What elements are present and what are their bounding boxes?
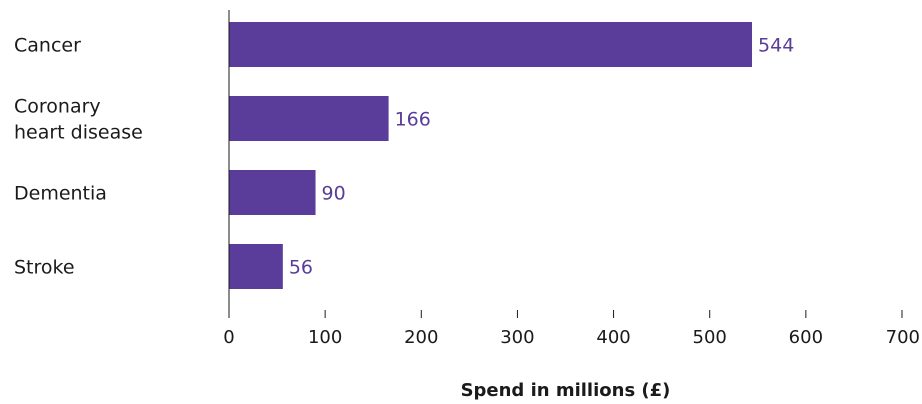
x-tick-label-3: 300 <box>500 327 534 348</box>
category-label-2: Dementia <box>14 183 107 205</box>
x-tick-label-0: 0 <box>223 327 234 348</box>
value-label-3: 56 <box>289 257 313 279</box>
value-label-2: 90 <box>322 183 346 205</box>
category-label-0: Cancer <box>14 35 81 57</box>
bar-0 <box>229 22 753 67</box>
x-axis-title: Spend in millions (£) <box>461 380 671 401</box>
value-label-0: 544 <box>758 35 794 57</box>
bar-1 <box>229 96 389 141</box>
value-label-1: 166 <box>395 109 431 131</box>
category-labels: Cancer Coronary heart disease Dementia Strok… <box>14 35 143 279</box>
value-labels: 544 166 90 56 <box>289 35 794 279</box>
bar-2 <box>229 170 316 215</box>
bars-group <box>229 22 753 289</box>
category-label-1: Coronary heart disease <box>14 96 143 144</box>
x-tick-label-5: 500 <box>693 327 727 348</box>
x-tick-label-4: 400 <box>596 327 630 348</box>
category-label-3: Stroke <box>14 257 75 279</box>
bar-3 <box>229 244 283 289</box>
x-tick-label-2: 200 <box>404 327 438 348</box>
x-tick-label-1: 100 <box>308 327 342 348</box>
x-tick-label-6: 600 <box>789 327 823 348</box>
x-axis-ticks: 0 100 200 300 400 500 600 700 <box>223 310 920 348</box>
x-tick-label-7: 700 <box>886 327 920 348</box>
